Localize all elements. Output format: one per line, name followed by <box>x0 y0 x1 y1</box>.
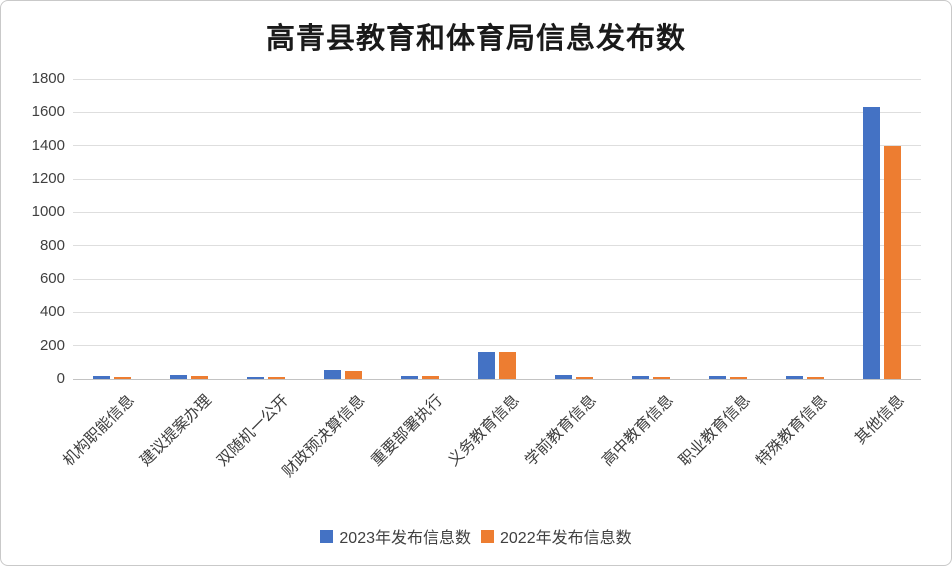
bar-2022 <box>576 377 594 379</box>
y-tick-label: 1800 <box>31 70 65 87</box>
bar-2023 <box>92 376 110 379</box>
x-tick-label: 学前教育信息 <box>522 391 600 470</box>
bar-2023 <box>786 376 804 379</box>
y-tick-label: 1200 <box>31 170 65 187</box>
x-axis-line <box>73 378 921 380</box>
bar-2022 <box>344 371 362 379</box>
y-tick-label: 1000 <box>31 203 65 221</box>
bar-2023 <box>400 376 418 379</box>
x-tick-label: 特殊教育信息 <box>753 391 832 470</box>
legend-item-2022: 2022年发布信息数 <box>481 524 632 548</box>
legend-item-2023: 2023年发布信息数 <box>320 524 471 548</box>
gridline <box>73 311 921 313</box>
y-tick-label: 1600 <box>31 103 65 121</box>
y-tick-label: 600 <box>39 270 65 287</box>
bar-2022 <box>884 146 902 379</box>
bar-2022 <box>267 377 285 379</box>
bar-2022 <box>113 377 131 379</box>
gridline <box>73 78 921 80</box>
legend-marker-2023 <box>320 529 334 543</box>
bar-2023 <box>709 376 727 379</box>
bar-2023 <box>323 370 341 379</box>
gridline <box>73 145 921 147</box>
legend-label-2022: 2022年发布信息数 <box>500 530 632 547</box>
bar-2022 <box>653 377 671 379</box>
bar-2023 <box>246 377 264 379</box>
x-tick-label: 双随机一公开 <box>213 391 292 470</box>
gridline <box>73 245 921 247</box>
x-tick-label: 义务教育信息 <box>445 391 523 470</box>
bar-2022 <box>807 377 825 379</box>
y-tick-label: 0 <box>56 370 65 387</box>
x-tick-label: 机构职能信息 <box>59 391 138 470</box>
bar-2022 <box>499 352 516 379</box>
legend-marker-2022 <box>481 529 494 543</box>
bar-2023 <box>632 376 650 379</box>
bar-2023 <box>863 107 881 379</box>
bar-2022 <box>730 377 748 379</box>
gridline <box>73 278 921 280</box>
y-tick-label: 200 <box>39 336 65 354</box>
x-tick-label: 职业教育信息 <box>676 391 755 470</box>
x-tick-label: 其他信息 <box>852 391 909 448</box>
bar-2022 <box>190 376 208 379</box>
x-tick-label: 建议提案办理 <box>136 391 215 470</box>
bar-2023 <box>478 352 495 379</box>
bar-2022 <box>421 376 439 379</box>
gridline <box>73 111 921 113</box>
chart-legend: 2023年发布信息数 2022年发布信息数 <box>1 524 951 548</box>
bar-2023 <box>169 375 187 379</box>
gridline <box>73 345 921 347</box>
x-tick-label: 重要部署执行 <box>367 391 446 470</box>
gridline <box>73 211 921 213</box>
y-tick-label: 1400 <box>31 136 65 154</box>
y-tick-label: 400 <box>39 303 65 321</box>
y-tick-label: 800 <box>39 236 65 254</box>
chart-title: 高青县教育和体育局信息发布数 <box>265 23 686 55</box>
legend-label-2023: 2023年发布信息数 <box>339 530 471 547</box>
gridline <box>73 178 921 180</box>
x-tick-label: 高中教育信息 <box>599 391 678 470</box>
bar-2023 <box>555 375 573 379</box>
